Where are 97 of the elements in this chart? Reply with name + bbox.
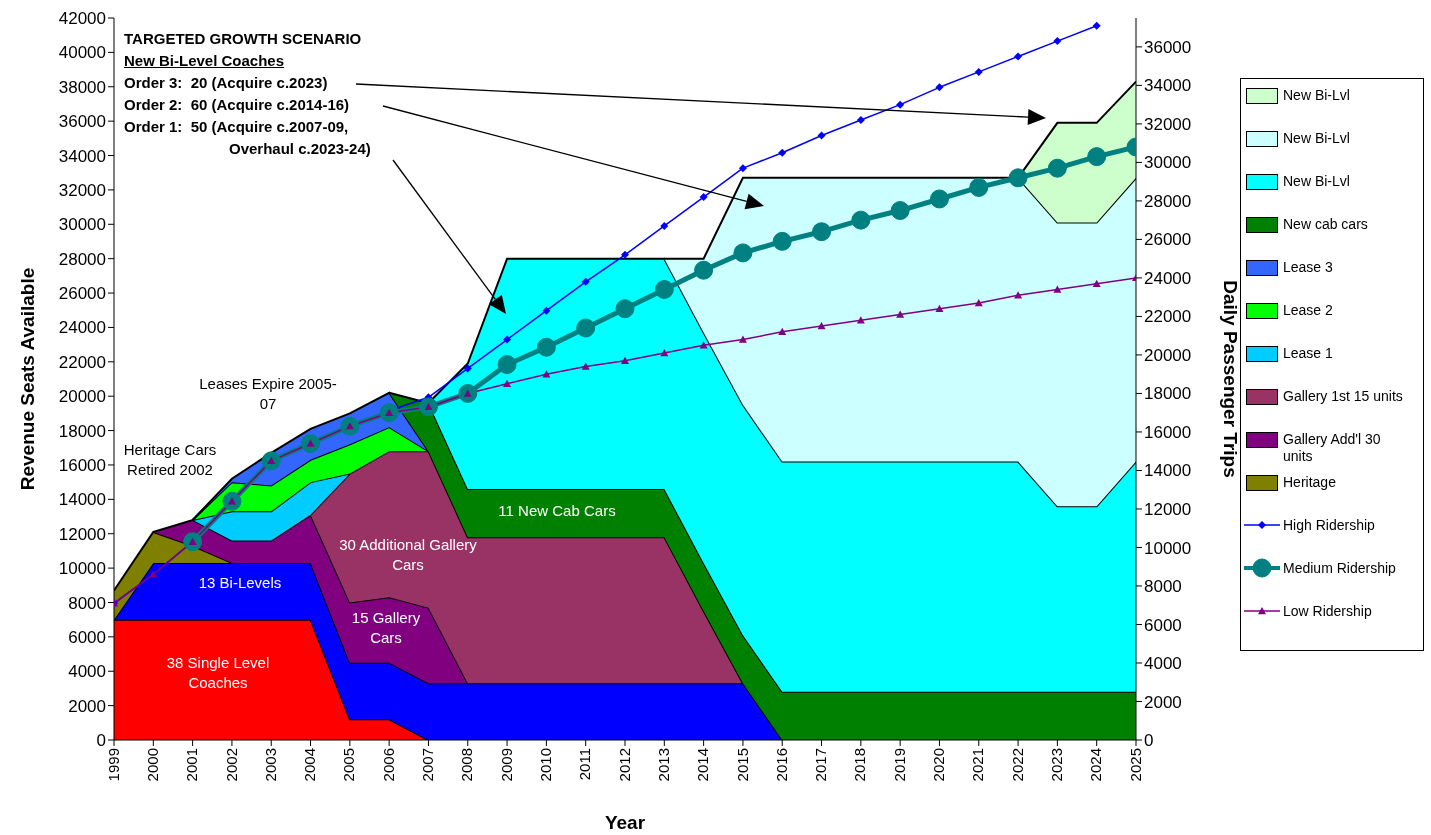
y-tick-label: 30000 (58, 215, 106, 235)
legend-label: Gallery 1st 15 units (1283, 387, 1403, 405)
y-tick-label: 24000 (58, 318, 106, 338)
y2-tick-label: 8000 (1144, 577, 1182, 597)
x-tick-label: 2011 (576, 748, 594, 781)
x-tick-label: 2019 (890, 748, 908, 782)
y-tick-label: 26000 (58, 284, 106, 304)
x-tick-label: 2016 (772, 748, 790, 782)
annotation: 30 Additional Gallery Cars (338, 535, 478, 575)
y2-tick-label: 2000 (1144, 692, 1182, 712)
y-axis-title: Revenue Seats Available (17, 267, 39, 491)
x-tick-label: 2003 (261, 748, 279, 782)
y-tick-label: 2000 (68, 696, 106, 716)
x-axis-title: Year (604, 812, 646, 834)
legend-label: Medium Ridership (1283, 559, 1397, 577)
annotation: TARGETED GROWTH SCENARIO (124, 29, 363, 49)
y-tick-label: 12000 (58, 524, 106, 544)
y2-tick-label: 26000 (1144, 230, 1192, 250)
y2-tick-label: 36000 (1144, 37, 1192, 57)
y2-tick-label: 28000 (1144, 191, 1192, 211)
x-tick-label: 2012 (615, 748, 633, 782)
y-tick-label: 36000 (58, 112, 106, 132)
y2-tick-label: 16000 (1144, 422, 1192, 442)
y2-tick-label: 10000 (1144, 538, 1192, 558)
y2-tick-label: 12000 (1144, 499, 1192, 519)
x-tick-label: 2017 (812, 748, 830, 782)
y-tick-label: 28000 (58, 249, 106, 269)
y2-tick-label: 24000 (1144, 268, 1192, 288)
annotation: 13 Bi-Levels (197, 573, 283, 593)
y-tick-label: 34000 (58, 146, 106, 166)
x-tick-label: 2022 (1008, 748, 1026, 782)
x-tick-label: 2000 (143, 748, 161, 782)
x-tick-label: 2021 (969, 748, 987, 782)
legend-label: Lease 3 (1283, 258, 1334, 276)
y2-tick-label: 22000 (1144, 307, 1192, 327)
y-tick-label: 22000 (58, 352, 106, 372)
annotation: 38 Single Level Coaches (165, 653, 271, 693)
y-tick-label: 18000 (58, 421, 106, 441)
y2-tick-label: 6000 (1144, 615, 1182, 635)
y-tick-label: 8000 (68, 593, 106, 613)
legend-label: New Bi-Lvl (1283, 129, 1351, 147)
x-tick-label: 2024 (1087, 748, 1105, 782)
legend-label: Heritage (1283, 473, 1337, 491)
annotation: Heritage Cars Retired 2002 (123, 441, 217, 478)
y-tick-label: 42000 (58, 9, 106, 29)
y-tick-label: 10000 (58, 559, 106, 579)
y-tick-label: 0 (96, 731, 106, 751)
annotation: Order 2: 60 (Acquire c.2014-16) (124, 95, 351, 115)
x-tick-label: 2018 (851, 748, 869, 782)
x-tick-label: 2023 (1048, 748, 1066, 782)
annotation: Overhaul c.2023-24) (228, 139, 371, 159)
legend-label: Lease 2 (1283, 301, 1334, 319)
x-tick-label: 2006 (379, 748, 397, 782)
y2-tick-label: 4000 (1144, 654, 1182, 674)
x-tick-label: 2015 (733, 748, 751, 782)
y2-tick-label: 18000 (1144, 384, 1192, 404)
y2-tick-label: 0 (1144, 731, 1154, 751)
annotation: 15 Gallery Cars (350, 608, 422, 648)
x-tick-label: 2008 (458, 748, 476, 782)
legend-label: New cab cars (1283, 215, 1369, 233)
y-tick-label: 16000 (58, 455, 106, 475)
y-tick-label: 6000 (68, 627, 106, 647)
y-tick-label: 40000 (58, 43, 106, 63)
annotation: 11 New Cab Cars (497, 501, 617, 521)
annotation: Order 1: 50 (Acquire c.2007-09, (124, 117, 350, 137)
x-tick-label: 2007 (419, 748, 437, 782)
x-tick-label: 2013 (654, 748, 672, 782)
legend-label: New Bi-Lvl (1283, 172, 1351, 190)
legend-label: Gallery Add'l 30 units (1283, 430, 1382, 465)
y-tick-label: 38000 (58, 77, 106, 97)
annotation: New Bi-Level Coaches (124, 51, 286, 71)
y2-tick-label: 32000 (1144, 114, 1192, 134)
annotation: Order 3: 20 (Acquire c.2023) (124, 73, 329, 93)
x-tick-label: 2020 (930, 748, 948, 782)
x-tick-label: 2025 (1126, 748, 1144, 782)
x-tick-label: 2002 (222, 748, 240, 782)
x-tick-label: 2009 (497, 748, 515, 782)
x-tick-label: 2005 (340, 748, 358, 782)
y-tick-label: 14000 (58, 490, 106, 510)
y-tick-label: 4000 (68, 662, 106, 682)
x-tick-label: 1999 (104, 748, 122, 782)
annotation: Leases Expire 2005-07 (198, 374, 338, 414)
legend-label: Low Ridership (1283, 602, 1373, 620)
y2-tick-label: 20000 (1144, 345, 1192, 365)
legend-label: New Bi-Lvl (1283, 86, 1351, 104)
y2-tick-label: 34000 (1144, 76, 1192, 96)
y2-tick-label: 14000 (1144, 461, 1192, 481)
x-tick-label: 2014 (694, 748, 712, 782)
y2-axis-title: Daily Passenger Trips (1219, 280, 1241, 478)
x-tick-label: 2010 (537, 748, 555, 782)
y-tick-label: 32000 (58, 180, 106, 200)
legend-label: High Ridership (1283, 516, 1376, 534)
x-tick-label: 2001 (183, 748, 201, 782)
y2-tick-label: 30000 (1144, 153, 1192, 173)
x-tick-label: 2004 (301, 748, 319, 782)
legend-label: Lease 1 (1283, 344, 1334, 362)
y-tick-label: 20000 (58, 387, 106, 407)
